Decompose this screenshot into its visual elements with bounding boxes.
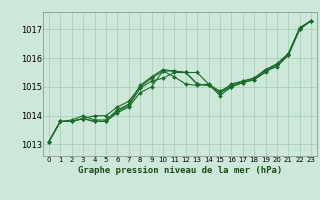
X-axis label: Graphe pression niveau de la mer (hPa): Graphe pression niveau de la mer (hPa) [78,166,282,175]
